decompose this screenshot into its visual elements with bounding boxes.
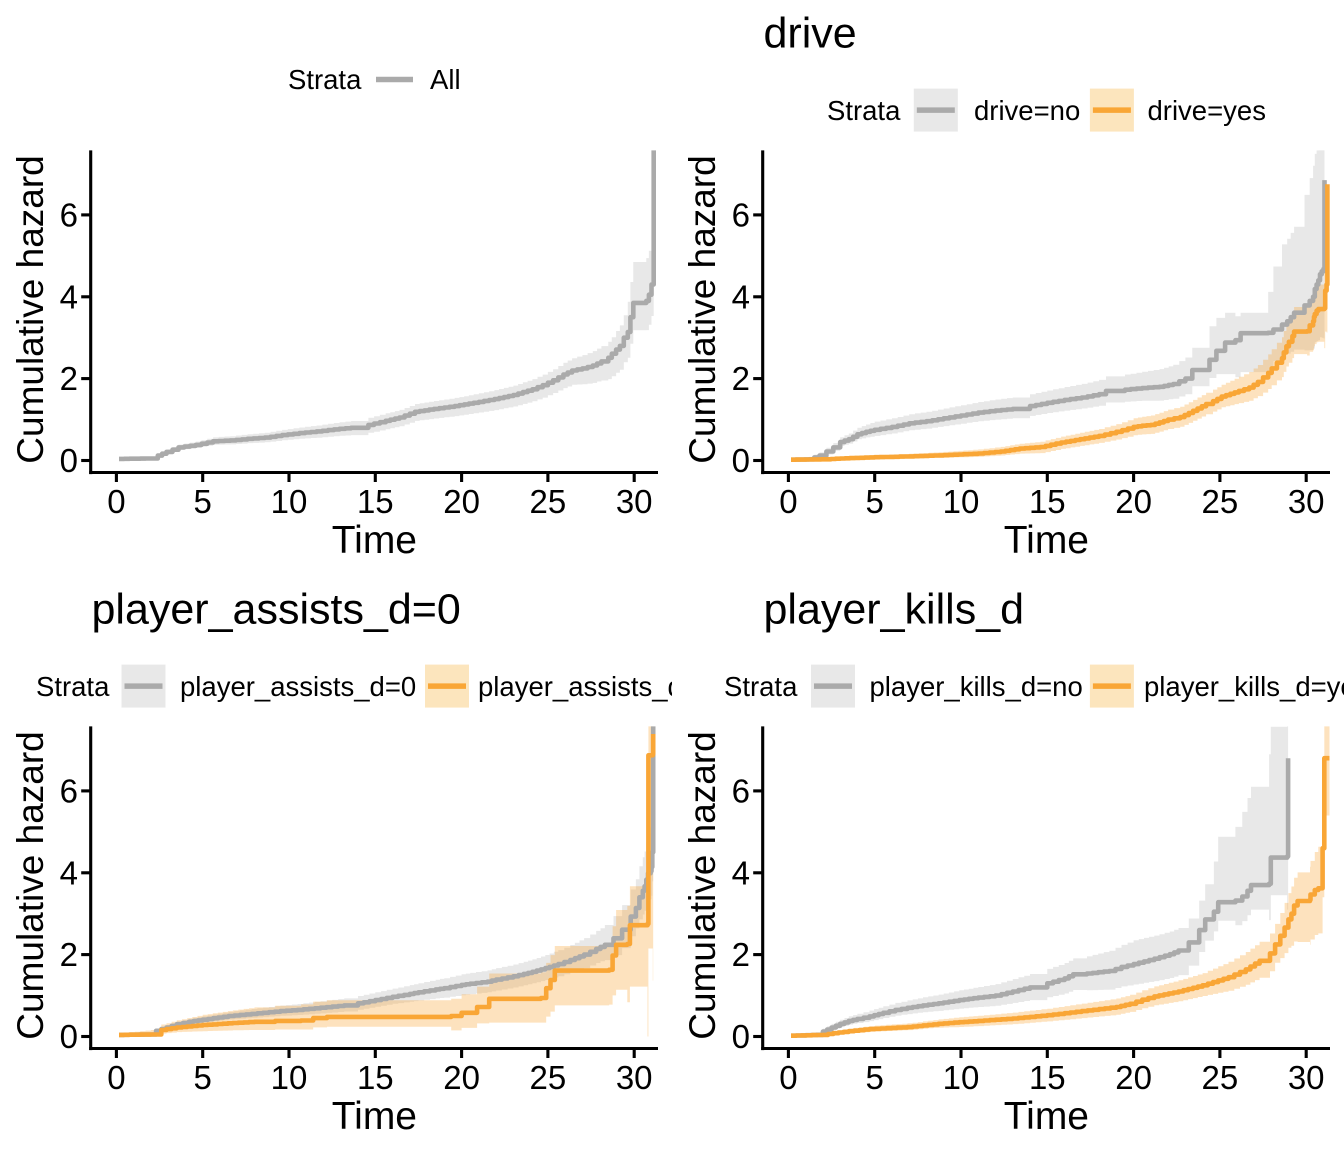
svg-text:4: 4 bbox=[732, 278, 750, 315]
svg-text:6: 6 bbox=[60, 772, 78, 809]
svg-text:0: 0 bbox=[107, 1059, 125, 1096]
svg-text:15: 15 bbox=[357, 1059, 394, 1096]
svg-text:25: 25 bbox=[1202, 1059, 1239, 1096]
svg-text:20: 20 bbox=[443, 1059, 480, 1096]
svg-text:0: 0 bbox=[732, 1018, 750, 1055]
svg-text:0: 0 bbox=[779, 1059, 797, 1096]
svg-text:20: 20 bbox=[1115, 1059, 1152, 1096]
svg-text:30: 30 bbox=[1288, 483, 1325, 520]
svg-text:20: 20 bbox=[1115, 483, 1152, 520]
svg-text:5: 5 bbox=[866, 483, 884, 520]
svg-text:6: 6 bbox=[60, 196, 78, 233]
svg-text:4: 4 bbox=[60, 278, 78, 315]
svg-text:Cumulative hazard: Cumulative hazard bbox=[682, 155, 723, 463]
svg-text:25: 25 bbox=[530, 1059, 567, 1096]
svg-text:player_kills_d: player_kills_d bbox=[764, 586, 1025, 634]
svg-text:20: 20 bbox=[443, 483, 480, 520]
svg-text:6: 6 bbox=[732, 772, 750, 809]
svg-text:Cumulative hazard: Cumulative hazard bbox=[682, 731, 723, 1039]
svg-text:30: 30 bbox=[616, 1059, 653, 1096]
svg-text:drive=yes: drive=yes bbox=[1148, 95, 1266, 126]
svg-text:10: 10 bbox=[943, 1059, 980, 1096]
svg-text:player_kills_d=yes: player_kills_d=yes bbox=[1144, 671, 1344, 702]
svg-text:Time: Time bbox=[332, 1095, 417, 1138]
svg-text:15: 15 bbox=[357, 483, 394, 520]
svg-text:10: 10 bbox=[271, 483, 308, 520]
svg-text:player_assists_d=0: player_assists_d=0 bbox=[180, 671, 416, 702]
svg-text:15: 15 bbox=[1029, 483, 1066, 520]
svg-text:All: All bbox=[430, 64, 461, 95]
svg-text:Time: Time bbox=[1004, 519, 1089, 562]
svg-text:10: 10 bbox=[271, 1059, 308, 1096]
svg-text:15: 15 bbox=[1029, 1059, 1066, 1096]
svg-text:25: 25 bbox=[1202, 483, 1239, 520]
svg-text:4: 4 bbox=[60, 854, 78, 891]
svg-text:Strata: Strata bbox=[724, 671, 798, 702]
svg-text:0: 0 bbox=[779, 483, 797, 520]
svg-text:25: 25 bbox=[530, 483, 567, 520]
svg-text:player_assists_d=1: player_assists_d=1 bbox=[478, 671, 672, 702]
svg-text:player_kills_d=no: player_kills_d=no bbox=[870, 671, 1083, 702]
svg-text:4: 4 bbox=[732, 854, 750, 891]
svg-text:5: 5 bbox=[194, 483, 212, 520]
svg-text:Strata: Strata bbox=[288, 64, 362, 95]
svg-text:2: 2 bbox=[732, 936, 750, 973]
svg-text:0: 0 bbox=[60, 1018, 78, 1055]
svg-text:Time: Time bbox=[1004, 1095, 1089, 1138]
svg-text:drive: drive bbox=[764, 10, 857, 58]
svg-text:Strata: Strata bbox=[36, 671, 110, 702]
svg-text:Cumulative hazard: Cumulative hazard bbox=[10, 155, 51, 463]
svg-text:5: 5 bbox=[866, 1059, 884, 1096]
svg-text:Cumulative hazard: Cumulative hazard bbox=[10, 731, 51, 1039]
svg-text:Strata: Strata bbox=[827, 95, 901, 126]
svg-text:player_assists_d=0: player_assists_d=0 bbox=[92, 586, 461, 634]
svg-text:Time: Time bbox=[332, 519, 417, 562]
svg-text:2: 2 bbox=[732, 360, 750, 397]
svg-text:0: 0 bbox=[107, 483, 125, 520]
svg-text:2: 2 bbox=[60, 360, 78, 397]
svg-text:30: 30 bbox=[1288, 1059, 1325, 1096]
svg-text:6: 6 bbox=[732, 196, 750, 233]
svg-text:2: 2 bbox=[60, 936, 78, 973]
svg-text:10: 10 bbox=[943, 483, 980, 520]
svg-text:drive=no: drive=no bbox=[974, 95, 1080, 126]
svg-text:0: 0 bbox=[60, 442, 78, 479]
svg-text:30: 30 bbox=[616, 483, 653, 520]
svg-text:5: 5 bbox=[194, 1059, 212, 1096]
svg-text:0: 0 bbox=[732, 442, 750, 479]
